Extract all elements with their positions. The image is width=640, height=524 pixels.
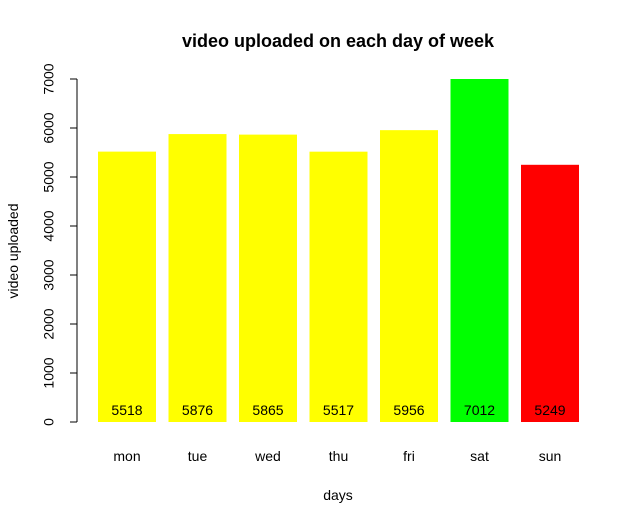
x-axis-label: days	[323, 487, 353, 503]
x-tick-label-fri: fri	[403, 448, 415, 464]
y-tick-label: 3000	[41, 259, 57, 290]
y-tick-label: 0	[41, 418, 57, 426]
bar-mon	[98, 152, 156, 422]
y-tick-label: 1000	[41, 357, 57, 388]
y-tick-label: 4000	[41, 210, 57, 241]
x-tick-label-tue: tue	[188, 448, 208, 464]
bar-value-label-mon: 5518	[111, 402, 142, 418]
category-labels-group: mon tue wed thu fri sat sun	[113, 448, 561, 464]
x-tick-label-mon: mon	[113, 448, 140, 464]
chart-title: video uploaded on each day of week	[182, 31, 495, 51]
bar-tue	[169, 134, 227, 422]
y-tick-label: 6000	[41, 112, 57, 143]
y-axis: 0 1000 2000 3000 4000 5000 6000 7000	[41, 63, 77, 426]
y-axis-label: video uploaded	[5, 204, 21, 299]
bar-wed	[239, 135, 297, 422]
x-tick-label-wed: wed	[254, 448, 281, 464]
bar-value-label-thu: 5517	[323, 402, 354, 418]
bar-value-label-sat: 7012	[464, 402, 495, 418]
bar-fri	[380, 130, 438, 422]
y-tick-label: 7000	[41, 63, 57, 94]
y-tick-label: 5000	[41, 161, 57, 192]
bar-value-label-tue: 5876	[182, 402, 213, 418]
x-tick-label-sat: sat	[470, 448, 489, 464]
x-tick-label-thu: thu	[329, 448, 348, 464]
bar-value-label-fri: 5956	[393, 402, 424, 418]
bar-value-label-sun: 5249	[534, 402, 565, 418]
bars-group	[98, 79, 579, 422]
x-tick-label-sun: sun	[539, 448, 562, 464]
y-tick-label: 2000	[41, 308, 57, 339]
bar-thu	[310, 152, 368, 422]
bar-sun	[521, 165, 579, 422]
bar-value-label-wed: 5865	[252, 402, 283, 418]
bar-sat	[451, 79, 509, 422]
